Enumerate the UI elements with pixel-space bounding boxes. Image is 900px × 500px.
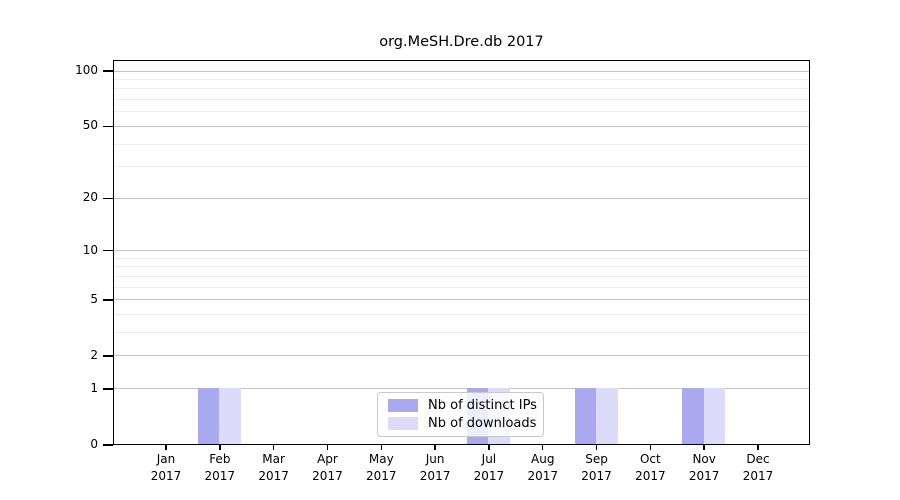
x-axis-tick-label: Nov 2017	[688, 452, 720, 483]
x-axis-tick-label: Dec 2017	[742, 452, 774, 483]
bar-distinct-ips	[197, 387, 220, 444]
gridline-major	[114, 125, 809, 127]
y-axis-tick	[103, 249, 113, 252]
x-axis-tick-label: May 2017	[365, 452, 397, 483]
x-axis-tick	[326, 445, 329, 450]
x-axis-tick	[165, 445, 167, 450]
gridline-major	[114, 388, 809, 390]
x-axis-tick	[595, 445, 598, 450]
gridline-major	[114, 299, 809, 301]
gridline-minor	[114, 88, 809, 90]
legend-item-distinct-ips: Nb of distinct IPs	[388, 398, 543, 413]
legend-label-distinct-ips: Nb of distinct IPs	[428, 398, 537, 413]
y-axis-tick	[103, 388, 113, 390]
chart-title: org.MeSH.Dre.db 2017	[379, 34, 544, 50]
x-axis-tick	[703, 445, 705, 450]
gridline-major	[114, 197, 809, 199]
legend-swatch-downloads-icon	[388, 417, 418, 430]
gridline-major	[114, 70, 809, 72]
y-axis-tick	[103, 444, 113, 446]
gridline-minor	[114, 111, 809, 113]
x-axis-tick	[380, 445, 383, 450]
bar-downloads	[596, 387, 618, 444]
x-axis-tick	[649, 445, 652, 450]
gridline-major	[114, 355, 809, 357]
gridline-minor	[114, 99, 809, 101]
x-axis-tick-label: Sep 2017	[581, 452, 612, 483]
y-axis-tick-label: 50	[82, 118, 98, 133]
x-axis-tick-label: Feb 2017	[204, 452, 236, 483]
y-axis-tick	[103, 197, 113, 200]
y-axis-tick-label: 2	[90, 347, 98, 362]
gridline-minor	[114, 266, 809, 268]
x-axis-tick-label: Mar 2017	[258, 452, 289, 483]
x-axis-tick	[757, 445, 759, 450]
x-axis-tick	[219, 445, 221, 450]
x-axis-tick-label: Jul 2017	[473, 452, 505, 483]
y-axis-tick-label: 1	[90, 380, 98, 395]
legend: Nb of distinct IPs Nb of downloads	[377, 392, 544, 437]
bar-distinct-ips	[682, 387, 704, 444]
bar-downloads	[703, 387, 726, 444]
gridline-minor	[114, 78, 809, 80]
y-axis-tick	[103, 125, 113, 128]
x-axis-tick	[434, 445, 436, 450]
legend-item-downloads: Nb of downloads	[388, 416, 543, 431]
y-axis-tick-label: 0	[90, 437, 98, 451]
plot-area	[113, 60, 810, 445]
legend-swatch-distinct-ips-icon	[388, 399, 418, 412]
gridline-minor	[114, 166, 809, 168]
bar-distinct-ips	[574, 387, 597, 444]
x-axis-tick-label: Oct 2017	[635, 452, 666, 483]
y-axis-tick	[103, 355, 113, 357]
x-axis-tick-label: Jun 2017	[419, 452, 451, 483]
legend-label-downloads: Nb of downloads	[428, 416, 537, 431]
y-axis-tick-label: 5	[90, 291, 98, 306]
x-axis-tick	[541, 445, 544, 450]
x-axis-tick-label: Jan 2017	[150, 452, 182, 483]
gridline-minor	[114, 275, 809, 277]
y-axis-tick-label: 100	[75, 63, 98, 77]
y-axis-tick-label: 10	[82, 242, 98, 257]
x-axis-tick	[272, 445, 275, 450]
bar-downloads	[219, 387, 241, 444]
gridline-minor	[114, 332, 809, 334]
x-axis-tick-label: Apr 2017	[312, 452, 343, 483]
gridline-minor	[114, 314, 809, 316]
gridline-minor	[114, 143, 809, 145]
y-axis-tick-label: 20	[82, 190, 98, 205]
x-axis-tick-label: Aug 2017	[527, 452, 558, 483]
gridline-major	[114, 250, 809, 252]
y-axis-tick	[103, 299, 113, 301]
gridline-minor	[114, 257, 809, 259]
y-axis-tick	[103, 70, 113, 72]
x-axis-tick	[488, 445, 490, 450]
gridline-minor	[114, 286, 809, 288]
